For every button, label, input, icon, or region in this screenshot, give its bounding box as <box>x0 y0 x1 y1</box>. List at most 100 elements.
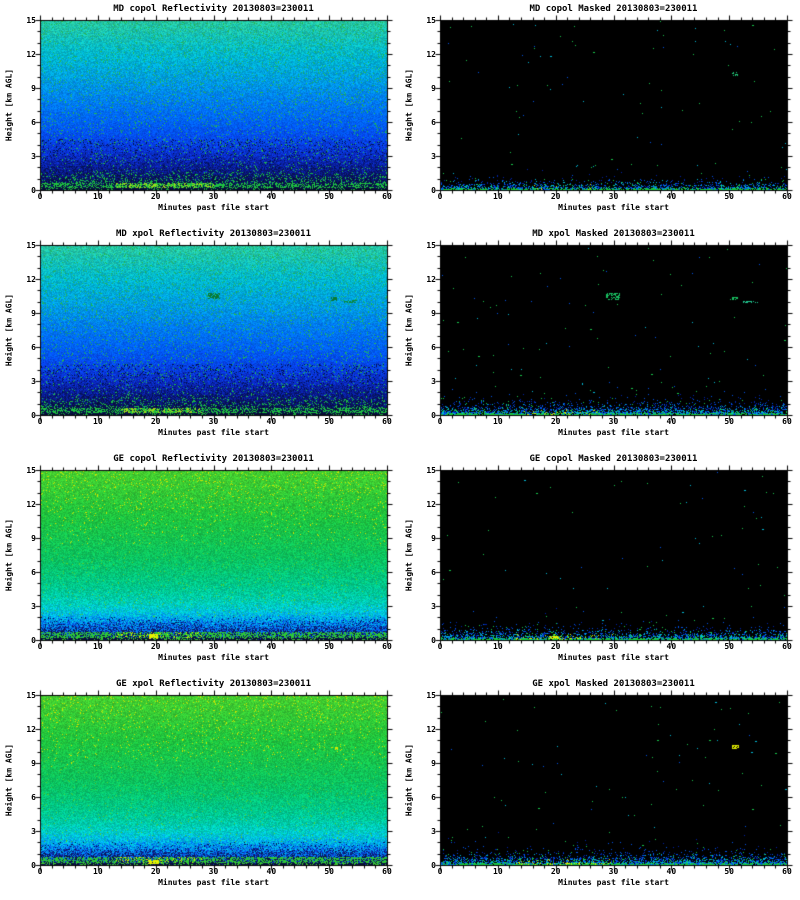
x-tick-label: 60 <box>382 642 392 651</box>
x-tick-label: 40 <box>666 642 677 651</box>
plot-canvas <box>400 675 800 900</box>
y-tick-label: 12 <box>426 50 436 59</box>
x-tick-label: 10 <box>93 417 103 426</box>
x-tick-label: 60 <box>382 417 392 426</box>
y-axis-label: Height [km AGL] <box>404 518 414 592</box>
x-tick-label: 30 <box>208 192 219 201</box>
y-tick-label: 3 <box>431 827 436 836</box>
x-tick-label: 40 <box>266 642 277 651</box>
x-tick-label: 30 <box>608 192 619 201</box>
panel-ge-xpol-masked: GE xpol Masked 20130803=230011 Minutes p… <box>400 675 800 900</box>
y-tick-label: 3 <box>31 827 36 836</box>
x-axis-label: Minutes past file start <box>158 428 269 437</box>
x-tick-label: 60 <box>782 417 792 426</box>
x-tick-label: 40 <box>266 192 277 201</box>
plot-canvas <box>0 450 400 675</box>
y-tick-label: 3 <box>31 602 36 611</box>
plot-title: MD xpol Masked 20130803=230011 <box>532 229 695 239</box>
x-tick-label: 30 <box>608 867 619 876</box>
y-tick-label: 6 <box>431 568 436 577</box>
x-axis-label: Minutes past file start <box>158 203 269 212</box>
y-axis-label: Height [km AGL] <box>4 293 14 367</box>
x-axis-label: Minutes past file start <box>558 428 669 437</box>
x-tick-label: 10 <box>493 192 503 201</box>
y-tick-label: 15 <box>426 16 436 25</box>
y-tick-label: 12 <box>26 275 36 284</box>
x-tick-label: 40 <box>666 417 677 426</box>
x-tick-label: 50 <box>324 867 334 876</box>
x-tick-label: 20 <box>150 867 161 876</box>
plot-title: MD xpol Reflectivity 20130803=230011 <box>115 229 312 239</box>
x-tick-label: 0 <box>437 417 443 426</box>
y-axis-label: Height [km AGL] <box>404 743 414 817</box>
panel-md-copol-reflectivity: MD copol Reflectivity 20130803=230011 Mi… <box>0 0 400 225</box>
x-tick-label: 10 <box>93 867 103 876</box>
y-tick-label: 3 <box>431 377 436 386</box>
plot-title: GE copol Masked 20130803=230011 <box>529 454 698 464</box>
plot-title: GE xpol Masked 20130803=230011 <box>532 679 695 689</box>
y-tick-label: 12 <box>426 725 436 734</box>
plot-title: GE copol Reflectivity 20130803=230011 <box>113 454 314 464</box>
y-tick-label: 12 <box>26 500 36 509</box>
y-tick-label: 6 <box>31 568 36 577</box>
x-tick-label: 0 <box>37 192 43 201</box>
y-tick-label: 6 <box>31 793 36 802</box>
x-tick-label: 60 <box>782 642 792 651</box>
x-tick-label: 50 <box>324 642 334 651</box>
x-tick-label: 20 <box>150 642 161 651</box>
y-tick-label: 0 <box>31 186 36 195</box>
y-tick-label: 3 <box>431 602 436 611</box>
y-tick-label: 12 <box>426 500 436 509</box>
y-tick-label: 0 <box>431 411 436 420</box>
x-tick-label: 60 <box>382 867 392 876</box>
y-axis-label: Height [km AGL] <box>404 68 414 142</box>
x-tick-label: 60 <box>782 867 792 876</box>
y-tick-label: 0 <box>431 636 436 645</box>
x-tick-label: 30 <box>208 867 219 876</box>
x-tick-label: 30 <box>608 642 619 651</box>
panel-ge-copol-reflectivity: GE copol Reflectivity 20130803=230011 Mi… <box>0 450 400 675</box>
x-tick-label: 0 <box>37 867 43 876</box>
y-tick-label: 15 <box>26 466 36 475</box>
y-tick-label: 3 <box>31 152 36 161</box>
x-tick-label: 40 <box>266 867 277 876</box>
x-axis-label: Minutes past file start <box>558 203 669 212</box>
plot-canvas <box>0 225 400 450</box>
x-tick-label: 50 <box>724 867 734 876</box>
x-tick-label: 0 <box>437 867 443 876</box>
y-axis-label: Height [km AGL] <box>404 293 414 367</box>
y-tick-label: 3 <box>31 377 36 386</box>
x-axis-label: Minutes past file start <box>558 653 669 662</box>
y-tick-label: 0 <box>31 861 36 870</box>
y-tick-label: 15 <box>26 16 36 25</box>
y-tick-label: 0 <box>31 636 36 645</box>
x-tick-label: 30 <box>608 417 619 426</box>
y-tick-label: 15 <box>426 466 436 475</box>
panel-md-xpol-masked: MD xpol Masked 20130803=230011 Minutes p… <box>400 225 800 450</box>
x-tick-label: 20 <box>550 417 561 426</box>
x-tick-label: 10 <box>493 867 503 876</box>
x-tick-label: 20 <box>150 417 161 426</box>
x-tick-label: 50 <box>724 417 734 426</box>
y-tick-label: 9 <box>431 534 436 543</box>
y-tick-label: 9 <box>31 309 36 318</box>
x-tick-label: 20 <box>550 192 561 201</box>
x-tick-label: 50 <box>724 192 734 201</box>
y-tick-label: 0 <box>431 861 436 870</box>
x-tick-label: 40 <box>666 192 677 201</box>
y-tick-label: 9 <box>31 84 36 93</box>
x-tick-label: 10 <box>93 642 103 651</box>
x-tick-label: 50 <box>324 417 334 426</box>
x-tick-label: 30 <box>208 642 219 651</box>
y-tick-label: 6 <box>431 118 436 127</box>
panel-md-copol-masked: MD copol Masked 20130803=230011 Minutes … <box>400 0 800 225</box>
plot-title: MD copol Masked 20130803=230011 <box>529 4 698 14</box>
y-tick-label: 12 <box>26 50 36 59</box>
y-axis-label: Height [km AGL] <box>4 518 14 592</box>
y-tick-label: 9 <box>431 84 436 93</box>
x-axis-label: Minutes past file start <box>558 878 669 887</box>
y-axis-label: Height [km AGL] <box>4 743 14 817</box>
y-tick-label: 12 <box>426 275 436 284</box>
x-tick-label: 10 <box>93 192 103 201</box>
